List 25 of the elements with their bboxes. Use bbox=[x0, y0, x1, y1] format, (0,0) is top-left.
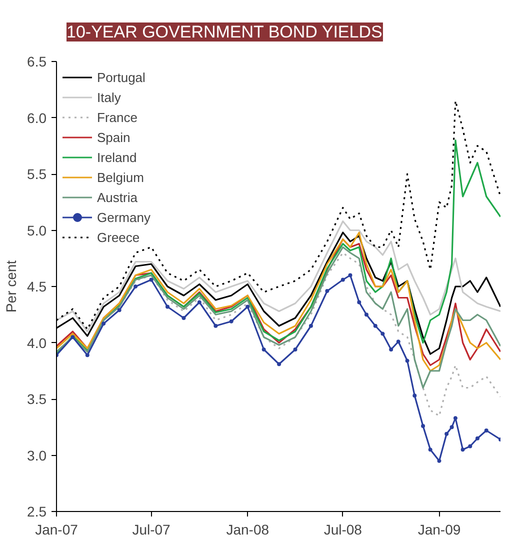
x-tick-label: Jul-08 bbox=[324, 522, 362, 538]
legend-label: Italy bbox=[97, 90, 121, 104]
x-tick-label: Jan-07 bbox=[35, 522, 78, 538]
y-tick-label: 4.5 bbox=[27, 278, 47, 294]
y-tick-label: 3.0 bbox=[27, 447, 47, 464]
legend-label: Ireland bbox=[97, 150, 137, 164]
x-tick-label: Jan-08 bbox=[226, 522, 270, 538]
legend-label: France bbox=[97, 110, 138, 124]
legend-label: Belgium bbox=[97, 170, 144, 184]
y-tick-label: 4.0 bbox=[27, 334, 47, 351]
y-tick-label: 3.5 bbox=[27, 391, 47, 407]
legend-label: Portugal bbox=[97, 70, 146, 84]
chart-title: 10-YEAR GOVERNMENT BOND YIELDS bbox=[66, 22, 382, 42]
legend-label: Greece bbox=[97, 230, 140, 244]
y-tick-label: 2.5 bbox=[27, 504, 47, 520]
y-tick-label: 5.5 bbox=[27, 166, 47, 182]
legend-label: Austria bbox=[97, 190, 138, 204]
y-tick-label: 6.0 bbox=[27, 110, 47, 126]
y-axis-title: Per cent bbox=[3, 260, 20, 313]
x-tick-label: Jan-09 bbox=[418, 522, 461, 538]
y-tick-label: 5.0 bbox=[27, 222, 47, 238]
legend-label: Spain bbox=[97, 130, 130, 144]
y-tick-label: 6.5 bbox=[27, 54, 47, 70]
legend-label: Germany bbox=[97, 210, 150, 224]
x-tick-label: Jul-07 bbox=[132, 522, 171, 538]
